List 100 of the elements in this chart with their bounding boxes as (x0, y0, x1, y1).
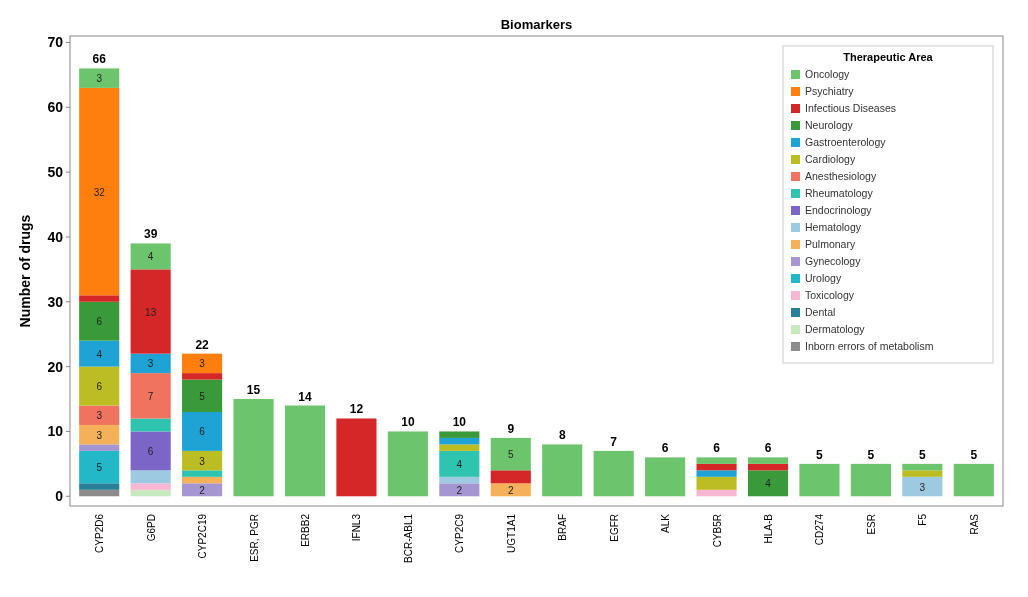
bar (130, 489, 171, 497)
y-tick-label: 50 (47, 164, 64, 181)
data-label: 32 (93, 186, 106, 198)
data-label: 6 (96, 316, 103, 328)
bar (182, 412, 223, 451)
legend-label: Endocrinology (805, 204, 873, 216)
y-tick-label: 20 (47, 358, 64, 375)
data-label: 3 (96, 73, 103, 85)
chart-title: Biomarkers (500, 17, 573, 32)
data-label: 2 (508, 484, 514, 496)
bar (79, 301, 120, 341)
bar (79, 340, 120, 367)
bar (490, 437, 531, 471)
bar (696, 463, 737, 471)
total-label: 22 (195, 337, 210, 352)
bar (182, 353, 223, 374)
total-label: 6 (713, 441, 721, 456)
legend-label: Inborn errors of metabolism (805, 340, 934, 352)
bar (850, 463, 891, 497)
legend-label: Toxicology (805, 289, 855, 301)
bar (439, 444, 480, 451)
bar (696, 470, 737, 477)
total-label: 15 (246, 383, 261, 398)
bar (130, 353, 171, 374)
total-label: 39 (143, 227, 158, 242)
x-tick-label: UGT1A1 (505, 513, 517, 553)
data-label: 4 (147, 251, 154, 263)
bar (182, 470, 223, 477)
y-tick-label: 70 (47, 34, 64, 51)
bar (645, 457, 686, 497)
data-label: 3 (96, 410, 103, 422)
bar (130, 269, 171, 354)
legend-label: Infectious Diseases (805, 102, 897, 114)
y-axis-title: Number of drugs (17, 214, 33, 328)
bar (696, 489, 737, 497)
y-tick-label: 40 (47, 228, 64, 245)
total-label: 10 (401, 415, 415, 430)
data-label: 3 (199, 358, 206, 370)
bar (130, 431, 171, 471)
total-label: 66 (92, 52, 107, 67)
bar (182, 373, 223, 380)
x-tick-label: F5 (917, 513, 929, 526)
data-label: 3 (199, 455, 206, 467)
data-label: 3 (147, 358, 154, 370)
bar (182, 476, 223, 484)
data-label: 2 (199, 484, 206, 496)
data-label: 4 (765, 478, 772, 490)
bar (79, 483, 120, 490)
bar (79, 68, 120, 88)
bar (233, 399, 274, 497)
bar (79, 366, 120, 406)
x-tick-label: CYP2D6 (94, 513, 106, 553)
bar (439, 476, 480, 484)
x-tick-label: IFNL3 (351, 513, 363, 542)
bar (696, 457, 737, 464)
total-label: 5 (867, 447, 875, 462)
data-label: 3 (919, 481, 926, 493)
x-tick-label: EGFR (608, 514, 620, 542)
legend-label: Rheumatology (805, 187, 874, 199)
x-tick-label: ERBB2 (299, 513, 311, 547)
data-label: 13 (145, 306, 157, 318)
legend-label: Hematology (805, 221, 862, 233)
bar (79, 295, 120, 302)
x-tick-label: CD274 (814, 513, 826, 546)
data-label: 6 (96, 381, 103, 393)
data-label: 2 (456, 484, 463, 496)
total-label: 7 (610, 434, 618, 449)
total-label: 9 (507, 421, 515, 436)
legend-title: Therapeutic Area (843, 51, 934, 63)
x-tick-label: G6PD (145, 514, 157, 542)
bar (130, 373, 171, 419)
bar (902, 476, 943, 497)
legend-label: Anesthesiology (805, 170, 877, 182)
y-tick-label: 60 (47, 99, 64, 116)
bar (902, 463, 943, 471)
data-label: 3 (96, 429, 103, 441)
bar (439, 450, 480, 477)
bar (130, 470, 171, 484)
x-tick-label: ESR (865, 514, 877, 535)
bar (747, 470, 789, 497)
x-tick-label: ESR, PGR (248, 514, 260, 562)
bar (387, 431, 428, 497)
x-tick-label: ALK (660, 513, 672, 533)
bar (747, 457, 789, 464)
legend-label: Gastroenterology (805, 136, 887, 148)
legend-label: Neurology (805, 119, 854, 131)
bar (182, 450, 223, 471)
y-tick-label: 10 (47, 423, 64, 440)
bar (79, 450, 120, 484)
bar (439, 483, 480, 497)
bar (79, 444, 120, 451)
bar (542, 444, 583, 497)
data-label: 5 (199, 390, 206, 402)
legend-label: Psychiatry (805, 85, 855, 97)
bar (182, 483, 223, 497)
x-tick-label: BRAF (557, 514, 569, 541)
total-label: 5 (919, 447, 926, 462)
bar (130, 483, 171, 490)
legend-label: Oncology (805, 68, 851, 80)
total-label: 12 (349, 402, 364, 417)
